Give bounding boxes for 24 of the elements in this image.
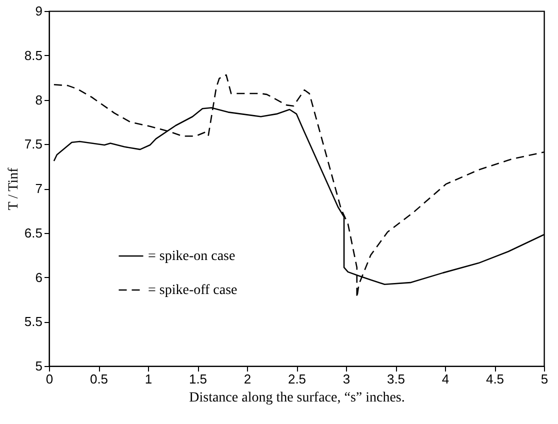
x-tick-label: 1 [144,372,152,386]
x-tick-label: 3.5 [386,372,406,386]
y-tick-label: 5 [35,358,42,374]
y-axis-title: T / Tinf [6,167,22,210]
x-tick-label: 3 [342,372,350,386]
y-tick-label: 7 [35,181,42,196]
x-tick-label: 5 [540,372,548,386]
y-tick-label: 6 [35,270,42,285]
x-tick-label: 0.5 [90,372,108,386]
y-tick-label: 6.5 [24,225,42,240]
x-tick-label: 0 [46,372,54,386]
x-tick-label: 2.5 [288,372,306,386]
y-tick-label: 5.5 [24,314,42,330]
legend-label: = spike-off case [148,283,238,298]
y-tick-label: 7.5 [24,136,42,152]
x-tick-label: 4 [442,372,450,386]
x-tick-label: 2 [244,372,252,386]
x-axis-title: Distance along the surface, “s” inches. [189,390,405,406]
x-tick-label: 1.5 [188,372,208,386]
y-tick-label: 8 [35,92,42,108]
x-tick-label: 4.5 [486,372,504,386]
y-tick-label: 8.5 [24,48,42,63]
y-tick-label: 9 [35,4,42,18]
legend-label: = spike-on case [148,249,236,264]
